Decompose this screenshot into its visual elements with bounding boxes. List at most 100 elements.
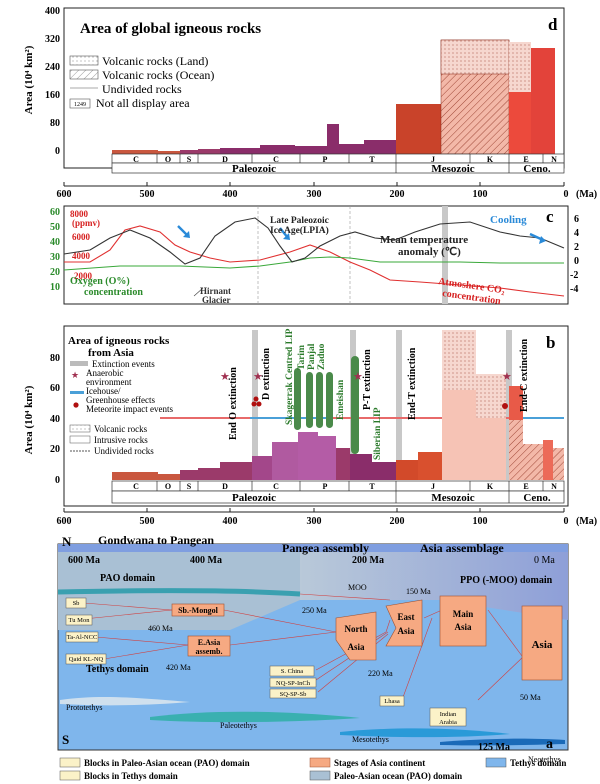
block-tu-mon-label: Tu Mon: [69, 617, 91, 624]
legend-pao-domain: Paleo-Asian ocean (PAO) domain: [334, 771, 462, 781]
block-sq-sp-sb: [269, 688, 317, 699]
c-oxygen-curve: [63, 256, 564, 271]
b-legend-volcanic-swatch: [69, 424, 91, 433]
prototethys-label: Prototethys: [66, 703, 102, 712]
lip-bar-siberian: [351, 356, 359, 454]
b-bar: [418, 452, 442, 480]
c-yright-tick: 0: [574, 256, 579, 267]
mesotethys-label: Mesotethys: [352, 735, 389, 744]
b-legend-meteorite: Meteorite impact events: [86, 404, 173, 414]
block-sb-label: Sb: [73, 600, 80, 607]
ext-label-d: D extinction: [261, 348, 272, 400]
block-sb: [65, 597, 87, 609]
d-period: D: [222, 155, 228, 164]
b-era: Paleozoic: [232, 492, 276, 504]
b-ytick: 20: [50, 444, 60, 455]
time-600: 600 Ma: [68, 555, 100, 566]
stage-main-asia-label2: Asia: [454, 622, 472, 632]
axis-tick: 600: [57, 516, 72, 527]
panel-d-bars: [112, 39, 555, 155]
b-bar: [396, 460, 418, 480]
stage-sb-mongol: [171, 603, 225, 617]
anaerobic-star: ★: [353, 371, 363, 383]
panel-c: c 60 50 40 30 20 10 6 4 2 0 -2 -4 8000 (…: [50, 205, 579, 307]
time-400: 400 Ma: [190, 555, 222, 566]
block-indian-arabia: [429, 707, 467, 727]
b-ytick: 60: [50, 383, 60, 394]
b-legend-extinction: Extinction events: [92, 359, 155, 369]
block-s-china: [269, 665, 315, 677]
anaerobic-star: ★: [253, 371, 263, 383]
axis-tick: 300: [307, 516, 322, 527]
age-label: 150 Ma: [406, 587, 431, 596]
legend-anaerobic-star: ★: [71, 370, 79, 380]
b-period: K: [487, 482, 494, 491]
d-ytick: 240: [45, 62, 60, 73]
panel-a-topstrip: [58, 544, 568, 552]
lip-bar-tarim: [306, 372, 313, 428]
legend-stages: Stages of Asia continent: [334, 758, 425, 768]
meteorite-dot: [251, 401, 257, 407]
axis-tick: 400: [223, 516, 238, 527]
stage-north-asia-label2: Asia: [347, 642, 365, 652]
prototethys-shape: [60, 696, 190, 706]
ppo-domain-label: PPO (-MOO) domain: [460, 575, 553, 586]
panel-a-legend: Blocks in Paleo-Asian ocean (PAO) domain…: [59, 757, 566, 781]
header-gondwana: Gondwana to Pangean: [98, 533, 214, 547]
c-glacier-label2: Glacier: [202, 295, 231, 305]
b-bar: [509, 420, 523, 480]
legend-swatch-partial: [69, 98, 91, 109]
d-bar: [440, 39, 510, 75]
d-bar: [180, 150, 198, 154]
stage-sb-mongol-label: Sb.-Mongol: [178, 606, 219, 615]
lip-bar-skagerrak: [294, 368, 301, 430]
stage-main-asia: [439, 595, 487, 647]
age-label: 220 Ma: [368, 669, 393, 678]
b-legend-icehouse: Icehouse/: [86, 386, 121, 396]
legend-pao-blocks-swatch: [59, 757, 81, 768]
c-yright-tick: 2: [574, 242, 579, 253]
stage-east-asia-label: East: [397, 612, 414, 622]
stage-e-asia-label: E.Asia: [198, 638, 220, 647]
block-lhasa: [379, 695, 405, 707]
meteorite-dot: [502, 403, 508, 409]
c-yleft-tick: 60: [50, 207, 60, 218]
panel-d-ylabel: Area (10⁴ km²): [23, 45, 35, 114]
header-pangea: Pangea assembly: [282, 541, 369, 555]
axis-tick: 400: [223, 189, 238, 200]
d-period: C: [273, 155, 279, 164]
b-era: Mesozoic: [431, 492, 474, 504]
lip-label-panjal: Panjal: [307, 343, 317, 370]
b-bar: [553, 448, 564, 480]
neotethys-shape: [440, 738, 565, 746]
block-qaid-kl-nq-label: Qaid KL-NQ: [69, 656, 104, 663]
d-bar: [260, 145, 295, 154]
c-yright-tick: -4: [570, 284, 578, 295]
d-ytick: 0: [55, 146, 60, 157]
c-yleft-tick: 30: [50, 252, 60, 263]
age-label: 460 Ma: [148, 624, 173, 633]
ext-label-end-o: End O extinction: [228, 367, 239, 440]
header-asia: Asia assemblage: [420, 541, 504, 555]
stage-north-asia-label: North: [345, 624, 368, 634]
b-bar: [158, 474, 180, 480]
c-yright-tick: 4: [574, 228, 579, 239]
b-bar: [350, 454, 372, 480]
c-lpia-label: Late Paleozoic: [270, 216, 329, 226]
c-yleft-tick: 50: [50, 222, 60, 233]
ext-label-end-t: End-T extinction: [407, 347, 418, 420]
legend-land: Volcanic rocks (Land): [102, 54, 208, 68]
d-bar: [158, 151, 180, 154]
c-co2-tick: 6000: [72, 232, 91, 242]
d-period: E: [523, 155, 528, 164]
moo-label: MOO: [348, 583, 367, 592]
axis-unit: (Ma): [576, 516, 597, 527]
b-ytick: 40: [50, 414, 60, 425]
c-co2-tick: 8000: [70, 209, 89, 219]
c-oxygen-label2: concentration: [84, 287, 143, 298]
b-period: T: [369, 482, 375, 491]
axis-tick: 300: [307, 189, 322, 200]
d-ytick: 80: [50, 118, 60, 129]
lip-label-emeishan: Emeishan: [336, 379, 346, 420]
c-yright-tick: -2: [570, 270, 578, 281]
